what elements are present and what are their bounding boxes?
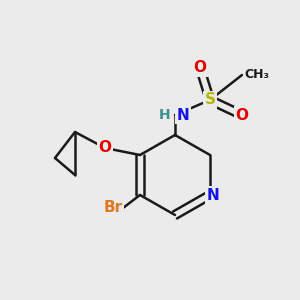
Text: H: H bbox=[159, 108, 171, 122]
Text: O: O bbox=[194, 61, 206, 76]
Text: CH₃: CH₃ bbox=[244, 68, 269, 82]
Text: Br: Br bbox=[103, 200, 123, 215]
Text: N: N bbox=[207, 188, 219, 202]
Text: O: O bbox=[98, 140, 112, 155]
Text: S: S bbox=[205, 92, 215, 107]
Text: O: O bbox=[236, 107, 248, 122]
Text: N: N bbox=[177, 107, 189, 122]
